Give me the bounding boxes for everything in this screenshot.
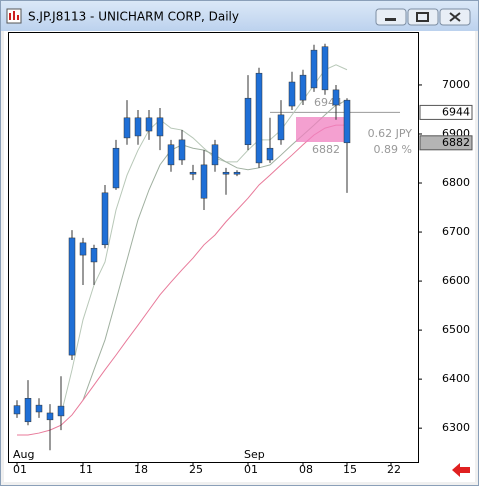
candle-body	[255, 72, 263, 164]
candle-body	[189, 171, 197, 175]
candle-body	[145, 117, 153, 132]
moving-average-line	[60, 64, 348, 416]
candle-body	[46, 412, 54, 421]
x-tick-label: 25	[189, 463, 203, 476]
candle-body	[68, 237, 76, 356]
candle-body	[112, 147, 120, 189]
candle-body	[79, 242, 87, 256]
candle-body	[222, 171, 230, 175]
x-tick-label: 22	[387, 463, 401, 476]
candle-body	[200, 164, 208, 199]
y-tick-label: 6800	[442, 176, 470, 189]
candle-body	[321, 46, 329, 91]
info-box	[296, 117, 346, 142]
candle-body	[277, 114, 285, 141]
info-change: 0.62 JPY	[368, 127, 413, 140]
price-tag	[419, 104, 473, 120]
month-label: Sep	[244, 448, 265, 461]
candle-body	[35, 404, 43, 413]
y-tick-label: 6600	[442, 274, 470, 287]
price-tag	[419, 135, 473, 151]
candle-body	[288, 81, 296, 107]
minimize-button[interactable]	[375, 8, 407, 26]
candle-body	[178, 139, 186, 161]
candle-body	[332, 89, 340, 106]
y-tick-label: 6700	[442, 225, 470, 238]
x-tick-label: 01	[244, 463, 258, 476]
candle-body	[211, 144, 219, 166]
maximize-button[interactable]	[407, 8, 439, 26]
moving-average-line	[17, 124, 347, 436]
candle-body	[90, 247, 98, 263]
candle-body	[24, 398, 32, 423]
candle-body	[167, 144, 175, 166]
x-tick-label: 11	[79, 463, 93, 476]
close-button[interactable]	[439, 8, 471, 26]
y-tick-label: 6300	[442, 421, 470, 434]
price-tag-label: 6944	[442, 105, 470, 118]
candle-body	[233, 171, 241, 175]
month-label: Aug	[13, 448, 34, 461]
candle-body	[134, 117, 142, 137]
y-tick-label: 6400	[442, 372, 470, 385]
x-tick-label: 08	[299, 463, 313, 476]
scroll-arrow[interactable]	[452, 463, 470, 477]
price-tag-label: 6882	[442, 136, 470, 149]
info-change-pct: 0.89 %	[374, 143, 412, 156]
candle-body	[57, 405, 65, 417]
window-title: S.JP.J8113 - UNICHARM CORP, Daily	[28, 10, 239, 24]
candle-body	[310, 49, 318, 89]
candle-body	[123, 117, 131, 139]
info-price: 6882	[312, 143, 340, 156]
candle-body	[156, 117, 164, 137]
app-icon	[6, 8, 22, 24]
candle-body	[266, 147, 274, 161]
candle-body	[101, 192, 109, 246]
candle-body	[299, 74, 307, 101]
candle-body	[244, 97, 252, 146]
candle-body	[343, 99, 351, 144]
x-tick-label: 18	[134, 463, 148, 476]
candle-body	[13, 405, 21, 415]
y-tick-label: 6500	[442, 323, 470, 336]
x-tick-label: 15	[343, 463, 357, 476]
x-tick-label: 01	[13, 463, 27, 476]
y-tick-label: 7000	[442, 78, 470, 91]
